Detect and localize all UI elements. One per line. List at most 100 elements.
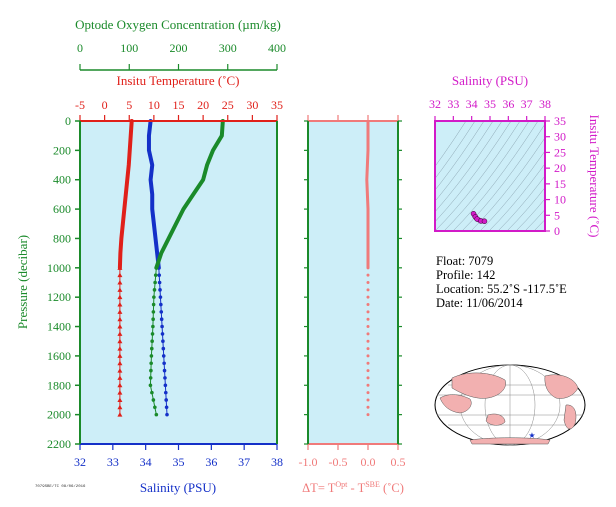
delta-marker [366, 273, 370, 277]
ts-temperature-title: Insitu Temperature (˚C) [587, 114, 602, 237]
oxygen-tick-label: 300 [219, 41, 237, 55]
profile-marker [117, 346, 123, 351]
delta-marker [366, 376, 370, 380]
oxygen-tick-label: 100 [120, 41, 138, 55]
profile-marker [149, 368, 153, 373]
delta-marker [366, 295, 370, 299]
ts-contour [461, 123, 545, 231]
delta-marker [366, 332, 370, 336]
delta-marker [366, 369, 370, 373]
delta-marker [366, 288, 370, 292]
temperature-tick-label: -5 [75, 98, 85, 112]
ts-y-tick-label: 5 [554, 208, 560, 222]
salinity-tick-label: 32 [74, 455, 86, 469]
profile-marker [159, 317, 164, 322]
profile-marker [152, 295, 156, 299]
profile-marker [149, 361, 153, 366]
salinity-axis-title: Salinity (PSU) [140, 480, 216, 495]
delta-marker [366, 413, 370, 417]
profile-marker [150, 390, 154, 395]
ts-x-tick-label: 38 [539, 97, 551, 111]
main-series-group [117, 119, 225, 417]
oxygen-ticks: 0 100 200 300 400 [77, 41, 286, 70]
profile-marker [152, 288, 157, 292]
profile-marker [154, 266, 159, 270]
salinity-tick-label: 35 [173, 455, 185, 469]
profile-marker [117, 353, 123, 358]
ts-y-tick-label: 30 [554, 130, 566, 144]
delta-marker [366, 405, 370, 409]
profile-marker [117, 280, 123, 285]
pressure-tick-label: 400 [53, 173, 71, 187]
oxygen-tick-label: 200 [170, 41, 188, 55]
delta-tick-label: -0.5 [329, 455, 348, 469]
profile-marker [163, 376, 167, 380]
profile-marker [150, 332, 155, 336]
profile-marker [160, 324, 164, 329]
pressure-tick-label: 1600 [47, 349, 71, 363]
ts-x-tick-label: 33 [447, 97, 459, 111]
float-id: Float: 7079 [436, 254, 494, 268]
profile-marker [164, 405, 169, 410]
profile-marker [117, 412, 123, 417]
profile-marker [159, 302, 163, 307]
pressure-tick-label: 0 [65, 114, 71, 128]
ts-contour [435, 121, 503, 213]
delta-marker [366, 347, 370, 351]
salinity-tick-label: 34 [140, 455, 152, 469]
main-plot-background [80, 121, 277, 444]
profile-marker [117, 397, 123, 402]
profile-marker [153, 280, 157, 285]
location: Location: 55.2˚S -117.5˚E [436, 282, 567, 296]
ts-contour [479, 150, 545, 231]
profile-marker [150, 339, 154, 344]
delta-marker [366, 281, 370, 284]
delta-ticks: -1.0 -0.5 0.0 0.5 [299, 115, 406, 469]
pressure-tick-label: 600 [53, 202, 71, 216]
ts-series-group [470, 211, 488, 224]
ts-contour [506, 187, 545, 231]
ts-contour [435, 121, 476, 179]
temperature-tick-label: 0 [102, 98, 108, 112]
oxygen-tick-label: 0 [77, 41, 83, 55]
delta-marker [366, 354, 370, 358]
profile-marker [117, 382, 123, 388]
float-info-panel: Float: 7079 Profile: 142 Location: 55.2˚… [436, 254, 567, 310]
float-location-marker: ★ [528, 431, 535, 440]
delta-plot-background [308, 121, 398, 444]
ts-y-tick-label: 0 [554, 224, 560, 238]
ts-contour [435, 121, 494, 202]
ts-x-tick-label: 34 [466, 97, 478, 111]
footer-small-text: 7079SBE/TC 08/06/2016 [35, 485, 86, 489]
profile-marker [162, 361, 166, 366]
ts-contour [435, 121, 521, 231]
ts-contour [435, 121, 485, 191]
ts-contour [443, 121, 530, 231]
ts-contour [435, 121, 467, 167]
profile-marker [117, 309, 123, 314]
ts-y-tick-label: 15 [554, 177, 566, 191]
temperature-tick-label: 10 [148, 98, 160, 112]
profile-marker [117, 302, 123, 307]
pressure-tick-label: 1800 [47, 378, 71, 392]
map-landmass-antarctica [469, 437, 551, 445]
delta-tick-label: 0.0 [361, 455, 376, 469]
profile-marker [117, 360, 123, 366]
salinity-ticks: 32 33 34 35 36 37 38 [74, 444, 283, 469]
profile-marker [159, 310, 164, 314]
profile-number: Profile: 142 [436, 268, 496, 282]
delta-marker [366, 310, 370, 314]
profile-marker [160, 332, 165, 336]
profile-marker [151, 317, 155, 322]
ts-y-tick-label: 35 [554, 114, 566, 128]
temperature-tick-label: 5 [126, 98, 132, 112]
profile-marker [161, 339, 165, 344]
pressure-tick-label: 1200 [47, 290, 71, 304]
map-landmass-north-america [544, 374, 579, 399]
profile-marker [149, 346, 154, 351]
ts-contour [533, 219, 545, 231]
delta-tick-label: 0.5 [391, 455, 406, 469]
ts-plot-background [435, 121, 545, 231]
temperature-tick-label: 30 [246, 98, 258, 112]
